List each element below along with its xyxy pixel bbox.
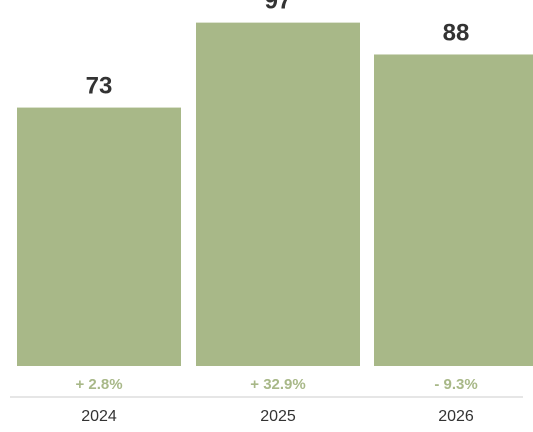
- x-tick-label-2024: 2024: [81, 408, 117, 425]
- value-label-2026: 88: [443, 19, 470, 46]
- bar-2026: [374, 54, 533, 366]
- value-labels-group: 73 97 88: [86, 0, 470, 100]
- change-labels-group: + 2.8% + 32.9% - 9.3%: [75, 376, 477, 393]
- change-label-2025: + 32.9%: [250, 376, 305, 393]
- value-label-2024: 73: [86, 73, 113, 100]
- x-tick-label-2026: 2026: [438, 408, 474, 425]
- bar-2025: [196, 22, 360, 367]
- change-label-2026: - 9.3%: [434, 376, 477, 393]
- value-label-2025: 97: [265, 0, 292, 15]
- x-tick-label-2025: 2025: [260, 408, 296, 425]
- bar-2024: [17, 107, 181, 366]
- x-tick-labels-group: 2024 2025 2026: [81, 408, 474, 425]
- change-label-2024: + 2.8%: [75, 376, 122, 393]
- bars-group: [17, 22, 533, 367]
